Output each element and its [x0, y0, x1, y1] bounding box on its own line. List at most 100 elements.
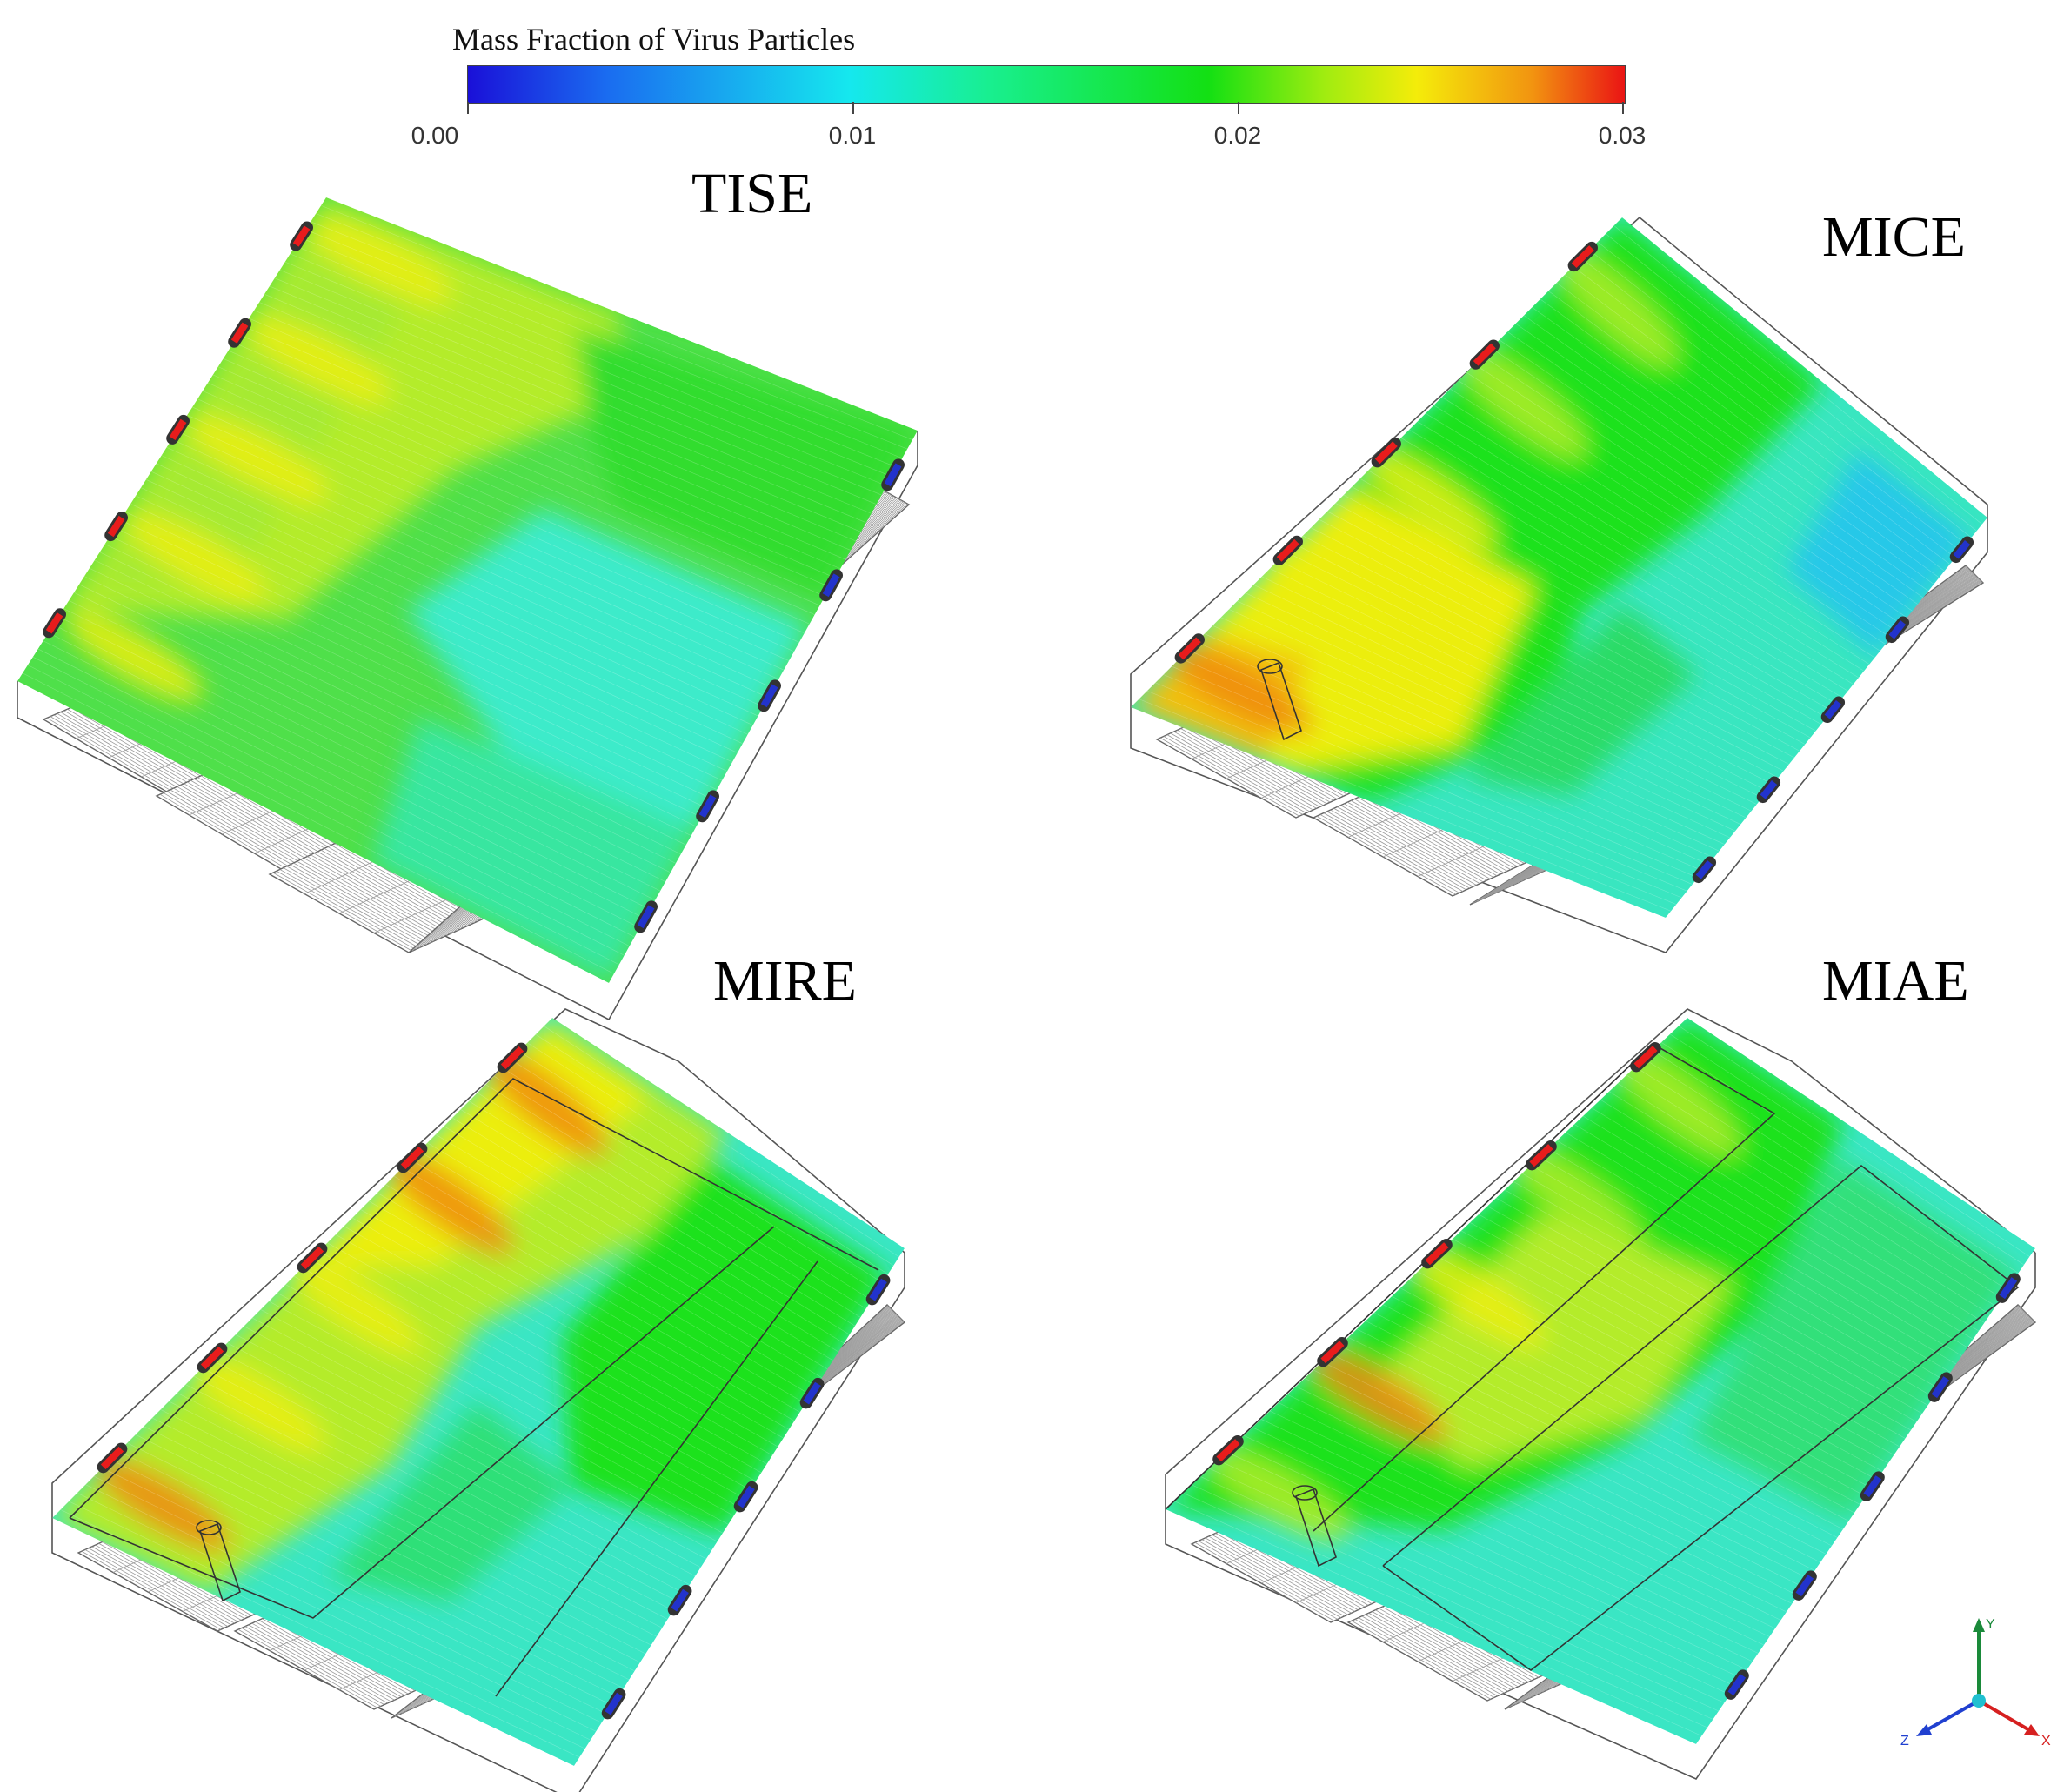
air-inlet — [1425, 1242, 1449, 1266]
air-inlet — [1473, 343, 1496, 366]
air-inlet — [107, 515, 125, 538]
air-inlet — [45, 612, 63, 634]
axis-label-y: Y — [1986, 1618, 1995, 1632]
jet-plume — [1616, 1047, 1740, 1156]
contour-zone — [1465, 602, 1696, 795]
air-outlet — [1931, 1376, 1950, 1399]
mesh-lines — [1139, 225, 1983, 912]
colorbar-tick — [852, 102, 854, 114]
colorbar-tick-label: 0.00 — [411, 122, 459, 149]
jet-plume — [1413, 1249, 1545, 1348]
contour-zone — [562, 1158, 888, 1534]
colorbar-tick — [1622, 102, 1624, 114]
jet-plume — [127, 513, 265, 603]
air-outlet — [1695, 860, 1713, 879]
air-outlet — [884, 463, 902, 487]
air-inlet — [292, 225, 311, 247]
air-outlet — [671, 1588, 689, 1612]
air-outlet — [1795, 1575, 1814, 1597]
jet-plume — [1172, 648, 1313, 735]
air-outlet — [605, 1692, 623, 1715]
partition-outline — [69, 1078, 879, 1697]
contour-zone — [372, 717, 696, 983]
air-outlet — [869, 1278, 887, 1301]
contour-zone — [1692, 1157, 2019, 1521]
jet-plume — [1514, 1148, 1643, 1253]
air-inlet — [1571, 245, 1594, 269]
air-outlet — [1888, 620, 1907, 639]
colorbar-tick-label: 0.03 — [1598, 122, 1647, 149]
jet-plume — [484, 1048, 608, 1158]
air-inlet — [300, 1246, 324, 1270]
air-outlet — [1824, 700, 1842, 719]
contour-plane — [1166, 1018, 2035, 1744]
jet-plume — [66, 611, 204, 702]
air-outlet — [1760, 780, 1778, 799]
contour-zone — [1369, 1213, 1733, 1468]
panel-title-tise: TISE — [691, 162, 813, 225]
room-outline — [51, 1008, 905, 1792]
jet-plume — [311, 221, 452, 304]
air-outlet — [1727, 1674, 1747, 1696]
colorbar-tick — [467, 102, 469, 114]
axis-label-x: X — [2041, 1734, 2051, 1749]
jet-plume — [1269, 549, 1405, 643]
panel-miae-contour — [1165, 1008, 2037, 1780]
infection-source — [1260, 661, 1302, 741]
air-outlet — [760, 684, 778, 708]
air-outlet — [1999, 1277, 2018, 1300]
jet-plume — [188, 416, 328, 503]
air-inlet — [400, 1146, 424, 1170]
jet-plume — [289, 1254, 420, 1354]
infection-source — [199, 1522, 241, 1602]
air-outlet — [822, 573, 840, 598]
air-inlet — [500, 1046, 524, 1070]
air-inlet — [1216, 1439, 1240, 1462]
jet-plume — [1462, 351, 1586, 458]
panel-mire-contour — [51, 1008, 906, 1792]
air-inlet — [169, 418, 187, 441]
contour-plane — [1131, 217, 1987, 918]
colorbar-tick — [1238, 102, 1239, 114]
contour-zone — [1787, 449, 1972, 658]
colorbar-title: Mass Fraction of Virus Particles — [452, 22, 856, 57]
contour-plane — [17, 197, 918, 983]
jet-plume — [1211, 1450, 1348, 1541]
air-inlet — [1529, 1144, 1553, 1167]
panel-tise-contour — [17, 197, 918, 1020]
infection-source-top — [196, 1520, 222, 1535]
air-outlet — [698, 794, 717, 819]
jet-plume — [1365, 450, 1496, 551]
jet-plume — [386, 1151, 514, 1256]
jet-plume — [1312, 1349, 1446, 1445]
colorbar-tick-label: 0.01 — [828, 122, 877, 149]
air-outlet — [1863, 1475, 1882, 1498]
contour-plane — [52, 1018, 905, 1766]
jet-plume — [1560, 251, 1677, 367]
jet-plume — [249, 318, 391, 404]
panel-title-miae: MIAE — [1822, 949, 1969, 1013]
contour-zone — [577, 328, 918, 597]
air-outlet — [737, 1485, 755, 1508]
air-inlet — [1178, 637, 1201, 660]
contour-zone — [90, 226, 430, 592]
axis-label-z: Z — [1900, 1734, 1909, 1749]
jet-plume — [192, 1356, 325, 1453]
mesh-lines — [60, 1026, 899, 1758]
infection-source — [1295, 1488, 1337, 1568]
panel-title-mice: MICE — [1822, 205, 1966, 269]
infection-source-top — [1257, 659, 1283, 674]
mesh-lines — [22, 204, 913, 974]
panel-mice-contour — [1130, 216, 1988, 953]
infection-source-top — [1292, 1485, 1318, 1501]
air-outlet — [803, 1381, 821, 1405]
colorbar-tick-label: 0.02 — [1213, 122, 1262, 149]
coordinate-axes-icon: Y X Z — [1900, 1618, 2051, 1749]
room-outline — [1130, 216, 1988, 953]
room-outline — [1165, 1008, 2036, 1780]
air-inlet — [1276, 538, 1299, 562]
colorbar — [467, 65, 1626, 104]
air-outlet — [1953, 540, 1971, 559]
panel-title-mire: MIRE — [713, 949, 857, 1013]
